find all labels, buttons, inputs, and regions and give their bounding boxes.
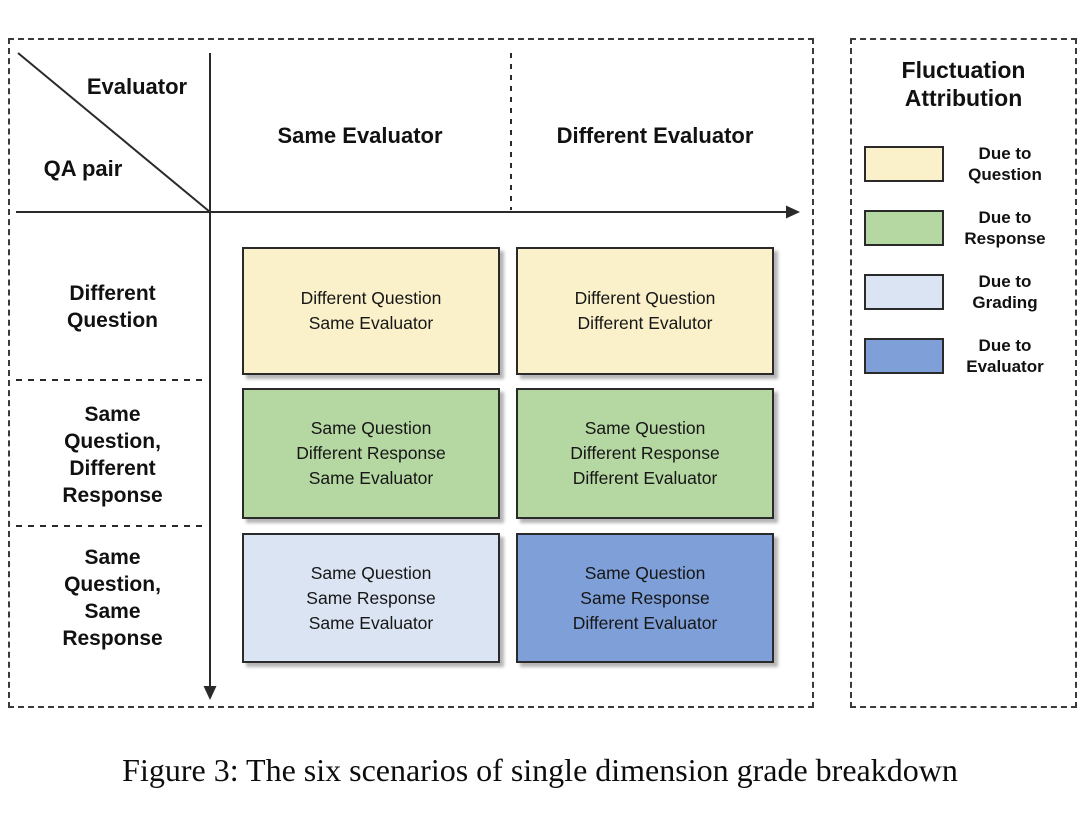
cell-line: Same Evaluator — [308, 612, 434, 633]
scenario-matrix-inner: Evaluator QA pair Same Evaluator Differe… — [10, 40, 812, 706]
row-label-different-question: Different Question — [20, 280, 205, 334]
row-label-line: Same — [84, 600, 141, 623]
row-label-same-question-same-response: Same Question, Same Response — [20, 544, 205, 652]
legend-title: Fluctuation Attribution — [852, 56, 1075, 112]
cell-line: Different Evaluator — [572, 612, 718, 633]
legend-label-line: Grading — [972, 293, 1038, 312]
matrix-cell-r3c2: Same Question Same Response Different Ev… — [516, 533, 774, 663]
legend-title-line: Fluctuation — [901, 57, 1026, 83]
row-label-line: Different — [69, 282, 156, 305]
legend-label-grading: Due to Grading — [944, 271, 1066, 313]
row-label-line: Response — [62, 627, 163, 650]
matrix-cell-r3c1: Same Question Same Response Same Evaluat… — [242, 533, 500, 663]
row-label-line: Different — [69, 457, 156, 480]
cell-line: Same Evaluator — [308, 468, 434, 488]
cell-line: Different Response — [570, 443, 720, 463]
legend-label-line: Question — [968, 165, 1042, 184]
axes-layer — [16, 52, 800, 700]
row-label-line: Same — [84, 546, 141, 569]
cell-line: Different Evalutor — [577, 313, 713, 333]
matrix-cell-r1c2: Different Question Different Evalutor — [516, 247, 774, 375]
legend-panel: Fluctuation Attribution Due to Question … — [850, 38, 1077, 708]
matrix-cell-r1c1: Different Question Same Evaluator — [242, 247, 500, 375]
legend-label-line: Due to — [978, 336, 1032, 355]
down-arrowhead-icon — [203, 686, 217, 700]
legend-item-evaluator: Due to Evaluator — [864, 335, 1066, 377]
row-label-line: Question, — [64, 430, 161, 453]
legend-item-response: Due to Response — [864, 207, 1066, 249]
legend-label-response: Due to Response — [944, 207, 1066, 249]
figure-caption: Figure 3: The six scenarios of single di… — [122, 752, 958, 788]
matrix-cell-r2c2: Same Question Different Response Differe… — [516, 388, 774, 519]
cell-line: Same Response — [306, 587, 436, 608]
cell-line: Different Response — [296, 443, 446, 463]
row-label-line: Same — [84, 403, 141, 426]
legend-label-line: Response — [964, 229, 1046, 248]
legend-label-question: Due to Question — [944, 143, 1066, 185]
corner-qa-pair-label: QA pair — [43, 156, 123, 181]
right-arrowhead-icon — [786, 205, 800, 219]
legend-swatch-evaluator — [864, 338, 944, 374]
cell-line: Different Question — [574, 288, 716, 308]
row-label-line: Response — [62, 484, 163, 507]
cell-line: Same Question — [584, 418, 706, 438]
row-label-line: Question — [66, 309, 158, 332]
cell-line: Different Question — [300, 288, 442, 308]
legend-swatch-question — [864, 146, 944, 182]
cell-line: Same Question — [310, 418, 432, 438]
legend-item-grading: Due to Grading — [864, 271, 1066, 313]
cell-line: Same Question — [310, 562, 432, 583]
cell-line: Same Evaluator — [308, 313, 434, 333]
cell-line: Different Evaluator — [572, 468, 718, 488]
legend-label-evaluator: Due to Evaluator — [944, 335, 1066, 377]
column-header-different-evaluator: Different Evaluator — [556, 123, 754, 148]
corner-evaluator-label: Evaluator — [86, 74, 188, 99]
scenario-matrix-panel: Evaluator QA pair Same Evaluator Differe… — [8, 38, 814, 708]
legend-swatch-grading — [864, 274, 944, 310]
diagonal-corner-line — [17, 52, 211, 213]
matrix-cell-r2c1: Same Question Different Response Same Ev… — [242, 388, 500, 519]
legend-swatch-response — [864, 210, 944, 246]
row-label-line: Question, — [64, 573, 161, 596]
legend-label-line: Due to — [978, 144, 1032, 163]
row-label-same-question-different-response: Same Question, Different Response — [20, 401, 205, 509]
legend-title-line: Attribution — [904, 85, 1023, 111]
legend-label-line: Due to — [978, 272, 1032, 291]
legend-label-line: Evaluator — [966, 357, 1044, 376]
cell-line: Same Question — [584, 562, 706, 583]
column-header-same-evaluator: Same Evaluator — [277, 123, 443, 148]
legend-label-line: Due to — [978, 208, 1032, 227]
legend-item-question: Due to Question — [864, 143, 1066, 185]
cell-line: Same Response — [580, 587, 710, 608]
